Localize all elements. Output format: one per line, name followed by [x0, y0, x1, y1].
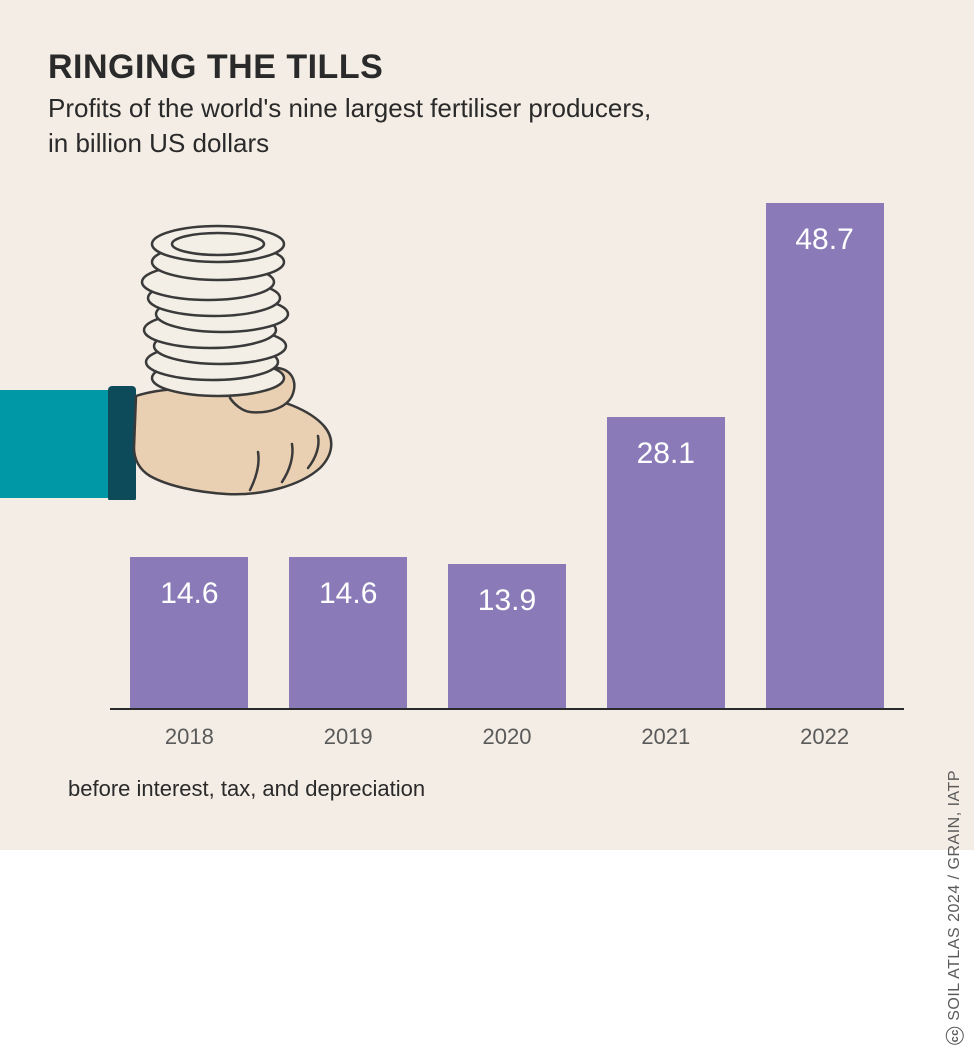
- bars-container: 14.6 14.6 13.9 28.1 48.7: [110, 190, 904, 708]
- x-axis-label: 2021: [586, 724, 745, 750]
- bar-value-label: 14.6: [130, 577, 248, 611]
- bar-slot: 14.6: [269, 190, 428, 708]
- bar: 14.6: [130, 557, 248, 708]
- bar-value-label: 14.6: [289, 577, 407, 611]
- bar-slot: 48.7: [745, 190, 904, 708]
- attribution-text: cc SOIL ATLAS 2024 / GRAIN, IATP: [946, 770, 964, 1045]
- bar: 28.1: [607, 417, 725, 708]
- x-axis-label: 2022: [745, 724, 904, 750]
- x-axis-line: [110, 708, 904, 710]
- bar-value-label: 48.7: [766, 223, 884, 257]
- bar: 13.9: [448, 564, 566, 708]
- chart-card: RINGING THE TILLS Profits of the world's…: [0, 0, 974, 850]
- bar-value-label: 28.1: [607, 437, 725, 471]
- x-axis-label: 2020: [428, 724, 587, 750]
- x-axis-labels: 20182019202020212022: [110, 724, 904, 750]
- bar-slot: 28.1: [586, 190, 745, 708]
- x-axis-label: 2019: [269, 724, 428, 750]
- bar-chart: 14.6 14.6 13.9 28.1 48.7: [110, 190, 904, 710]
- sleeve: [0, 390, 125, 498]
- cc-icon: cc: [946, 1027, 964, 1045]
- chart-title: RINGING THE TILLS: [48, 48, 926, 87]
- chart-footnote: before interest, tax, and depreciation: [68, 776, 425, 802]
- bar: 14.6: [289, 557, 407, 708]
- bar-value-label: 13.9: [448, 584, 566, 618]
- chart-subtitle: Profits of the world's nine largest fert…: [48, 91, 926, 161]
- bar-slot: 14.6: [110, 190, 269, 708]
- bar: 48.7: [766, 203, 884, 708]
- attribution-label: SOIL ATLAS 2024 / GRAIN, IATP: [946, 770, 964, 1021]
- x-axis-label: 2018: [110, 724, 269, 750]
- bar-slot: 13.9: [428, 190, 587, 708]
